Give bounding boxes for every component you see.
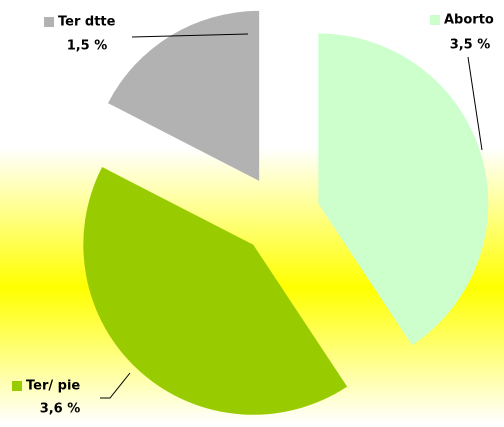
leader-line (131, 33, 249, 38)
value-label: 3,5 % (450, 38, 491, 53)
legend-key (430, 15, 440, 25)
slice-label: Aborto (444, 13, 494, 28)
leader-line (467, 56, 483, 151)
value-label: 3,6 % (40, 402, 81, 417)
pie-slice (318, 33, 489, 346)
slice-label: Ter dtte (58, 15, 116, 30)
legend-key (44, 17, 54, 27)
pie-slice (83, 167, 348, 415)
slice-label: Ter/ pie (26, 379, 80, 394)
value-label: 1,5 % (67, 39, 108, 54)
legend-key (12, 381, 22, 391)
pie-slice (107, 10, 260, 181)
leader-line (100, 372, 131, 399)
